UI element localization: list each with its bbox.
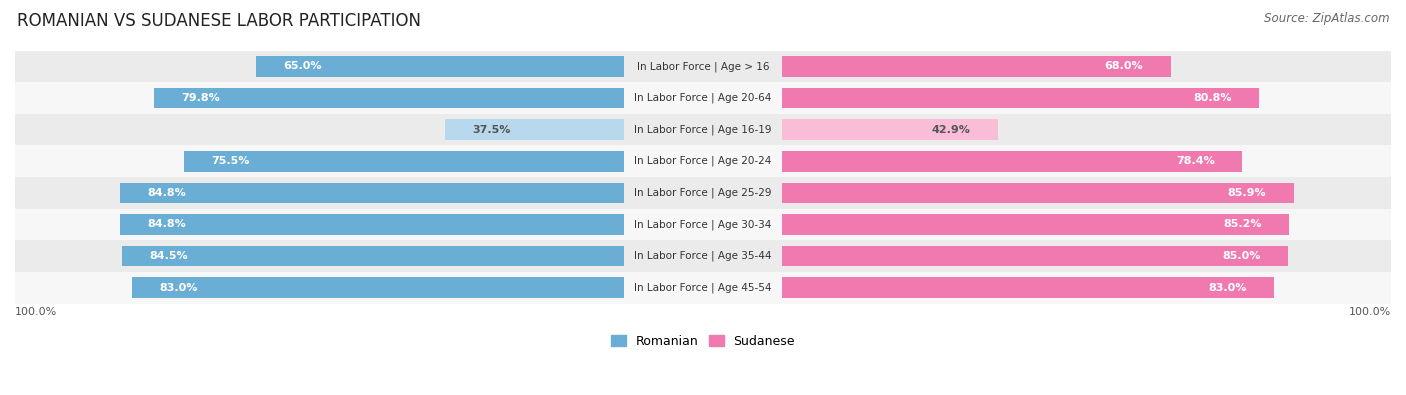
Bar	[122, 246, 624, 266]
Text: ROMANIAN VS SUDANESE LABOR PARTICIPATION: ROMANIAN VS SUDANESE LABOR PARTICIPATION	[17, 12, 420, 30]
Text: 83.0%: 83.0%	[159, 283, 198, 293]
Text: 84.8%: 84.8%	[148, 220, 186, 229]
Text: In Labor Force | Age 20-64: In Labor Force | Age 20-64	[634, 93, 772, 103]
Bar	[782, 277, 1274, 298]
Text: 100.0%: 100.0%	[15, 307, 58, 317]
Bar	[184, 151, 624, 171]
Bar	[155, 88, 624, 108]
Bar	[782, 88, 1258, 108]
Text: 79.8%: 79.8%	[181, 93, 221, 103]
Text: 100.0%: 100.0%	[1348, 307, 1391, 317]
Legend: Romanian, Sudanese: Romanian, Sudanese	[606, 330, 800, 353]
Text: Source: ZipAtlas.com: Source: ZipAtlas.com	[1264, 12, 1389, 25]
Text: In Labor Force | Age 16-19: In Labor Force | Age 16-19	[634, 124, 772, 135]
Text: 84.8%: 84.8%	[148, 188, 186, 198]
Bar	[132, 277, 624, 298]
Text: 85.2%: 85.2%	[1223, 220, 1261, 229]
Text: 42.9%: 42.9%	[932, 124, 970, 135]
Text: 37.5%: 37.5%	[472, 124, 510, 135]
Text: 65.0%: 65.0%	[284, 61, 322, 71]
Text: 85.9%: 85.9%	[1227, 188, 1267, 198]
Text: 75.5%: 75.5%	[211, 156, 249, 166]
Bar	[15, 272, 1391, 303]
Bar	[15, 240, 1391, 272]
Bar	[15, 177, 1391, 209]
Bar	[782, 214, 1289, 235]
Text: 83.0%: 83.0%	[1208, 283, 1247, 293]
Bar	[782, 56, 1171, 77]
Text: 85.0%: 85.0%	[1222, 251, 1260, 261]
Bar	[446, 119, 624, 140]
Text: 68.0%: 68.0%	[1105, 61, 1143, 71]
Bar	[15, 51, 1391, 82]
Bar	[782, 246, 1288, 266]
Bar	[15, 82, 1391, 114]
Bar	[782, 182, 1294, 203]
Bar	[15, 209, 1391, 240]
Text: In Labor Force | Age 20-24: In Labor Force | Age 20-24	[634, 156, 772, 166]
Text: In Labor Force | Age 35-44: In Labor Force | Age 35-44	[634, 251, 772, 261]
Bar	[15, 114, 1391, 145]
Text: 84.5%: 84.5%	[149, 251, 188, 261]
Bar	[120, 182, 624, 203]
Bar	[256, 56, 624, 77]
Text: In Labor Force | Age 30-34: In Labor Force | Age 30-34	[634, 219, 772, 230]
Text: 80.8%: 80.8%	[1192, 93, 1232, 103]
Bar	[15, 145, 1391, 177]
Bar	[120, 214, 624, 235]
Bar	[782, 151, 1243, 171]
Bar	[782, 119, 998, 140]
Text: In Labor Force | Age > 16: In Labor Force | Age > 16	[637, 61, 769, 71]
Text: In Labor Force | Age 45-54: In Labor Force | Age 45-54	[634, 282, 772, 293]
Text: 78.4%: 78.4%	[1177, 156, 1215, 166]
Text: In Labor Force | Age 25-29: In Labor Force | Age 25-29	[634, 188, 772, 198]
